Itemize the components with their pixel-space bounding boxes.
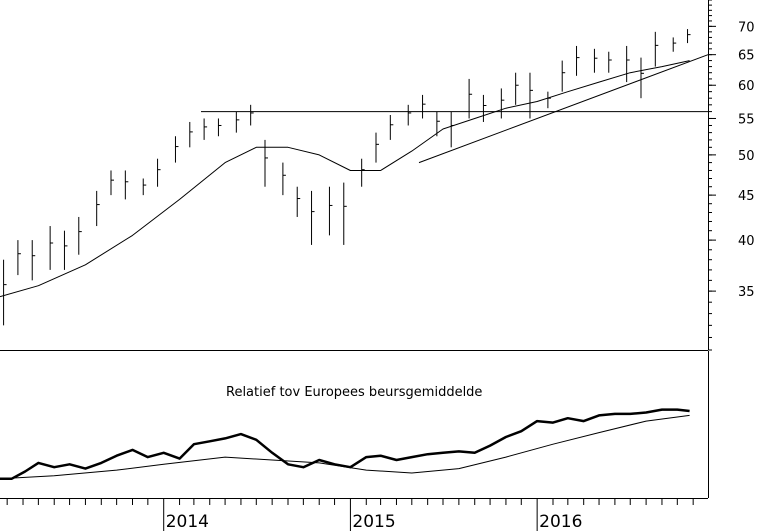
price-bar xyxy=(63,230,68,270)
price-bar xyxy=(654,31,659,67)
price-bar xyxy=(110,170,115,196)
x-tick-label: 2015 xyxy=(352,512,395,531)
y-tick-label: 40 xyxy=(738,234,755,249)
price-bar xyxy=(78,216,82,255)
price-bar xyxy=(157,158,161,187)
price-bar xyxy=(282,162,286,196)
price-bar xyxy=(450,111,455,148)
price-bar xyxy=(235,111,240,133)
price-bar xyxy=(561,60,566,92)
y-tick-label: 60 xyxy=(738,79,755,94)
relative-panel xyxy=(0,408,690,480)
price-bar xyxy=(640,57,644,99)
price-bar xyxy=(468,78,473,119)
x-tick-label: 2014 xyxy=(166,512,209,531)
y-tick-label: 50 xyxy=(738,149,755,164)
price-bar xyxy=(422,94,426,119)
price-bar xyxy=(3,259,7,326)
price-bar xyxy=(124,170,129,200)
relative-moving-average xyxy=(0,414,690,480)
relative-annotation: Relatief tov Europees beursgemiddelde xyxy=(226,385,482,400)
price-bar xyxy=(482,94,487,122)
price-bar xyxy=(361,158,365,187)
price-bar xyxy=(189,121,193,148)
price-bar xyxy=(547,91,551,109)
price-bar xyxy=(31,240,36,281)
y-tick-label: 55 xyxy=(738,112,755,127)
price-bar xyxy=(142,178,147,196)
price-bar xyxy=(203,118,208,140)
y-tick-label: 70 xyxy=(738,20,755,35)
y-tick-label: 35 xyxy=(738,285,755,300)
price-bar xyxy=(328,186,333,236)
price-bar xyxy=(49,226,54,270)
price-bar xyxy=(250,104,254,126)
price-bar xyxy=(436,111,440,137)
price-bar xyxy=(407,104,412,126)
y-tick-label: 45 xyxy=(738,189,755,204)
price-bar xyxy=(174,136,179,163)
price-bar xyxy=(17,240,21,276)
price-bar xyxy=(529,72,533,119)
y-axis: 35 40 45 50 55 60 65 70 xyxy=(708,0,755,351)
price-bar xyxy=(343,182,347,245)
price-bar xyxy=(515,72,519,105)
x-tick-label: 2016 xyxy=(539,512,582,531)
relative-strength-line xyxy=(0,408,690,480)
price-bar xyxy=(687,29,691,44)
price-bar xyxy=(576,45,580,76)
price-moving-average xyxy=(0,60,690,298)
price-bar xyxy=(608,51,612,73)
price-trendline xyxy=(418,54,709,164)
price-bar xyxy=(593,48,598,73)
y-tick-label: 65 xyxy=(738,49,755,64)
price-bar xyxy=(311,190,315,245)
x-axis: 2014 2015 2016 xyxy=(6,498,694,531)
price-bar xyxy=(672,37,677,52)
price-bar xyxy=(500,88,505,119)
price-panel xyxy=(0,29,709,326)
price-bar xyxy=(375,132,379,163)
price-bar xyxy=(296,186,301,217)
price-bar xyxy=(626,45,630,83)
price-bar xyxy=(389,115,394,140)
price-bar xyxy=(217,118,222,137)
price-bar xyxy=(96,190,100,227)
